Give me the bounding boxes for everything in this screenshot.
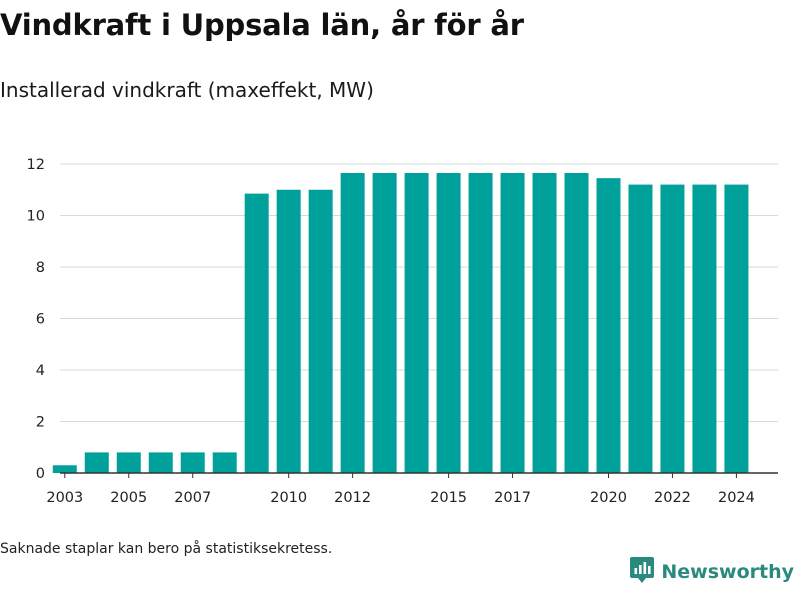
bar: [372, 173, 397, 473]
chart-subtitle: Installerad vindkraft (maxeffekt, MW): [0, 78, 374, 102]
chart-title: Vindkraft i Uppsala län, år för år: [0, 8, 524, 42]
bar: [468, 173, 493, 473]
bar: [212, 452, 237, 473]
bar: [436, 173, 461, 473]
bar: [692, 184, 717, 473]
brand-name: Newsworthy: [661, 561, 794, 583]
bar: [724, 184, 749, 473]
bar-chart: 0 2 4 6 8 10 12 2003 2005 2007 2010 2012 2015 2017 202…: [27, 157, 778, 506]
x-tick-label: 2020: [590, 490, 627, 506]
bar: [404, 173, 429, 473]
y-tick-label: 10: [27, 209, 45, 225]
brand[interactable]: Newsworthy: [629, 556, 794, 588]
bar: [52, 465, 77, 473]
y-tick-label: 4: [36, 363, 45, 379]
bar: [564, 173, 589, 473]
x-tick-label: 2003: [46, 490, 83, 506]
bar: [628, 184, 653, 473]
x-tick-label: 2022: [654, 490, 691, 506]
bar: [308, 189, 333, 473]
x-tick-label: 2005: [110, 490, 147, 506]
bar: [340, 173, 365, 473]
y-tick-label: 6: [36, 312, 45, 328]
bar: [596, 178, 621, 473]
bar: [84, 452, 109, 473]
newsworthy-logo-icon: [629, 556, 655, 588]
bar: [532, 173, 557, 473]
x-tick-label: 2024: [718, 490, 755, 506]
y-tick-label: 12: [27, 157, 45, 173]
footnote: Saknade staplar kan bero på statistiksek…: [0, 541, 333, 557]
bar: [244, 193, 269, 474]
bar: [660, 184, 685, 473]
bar: [116, 452, 141, 473]
x-tick-label: 2017: [494, 490, 531, 506]
x-tick-label: 2012: [334, 490, 371, 506]
x-tick-label: 2010: [270, 490, 307, 506]
bar: [148, 452, 173, 473]
y-tick-label: 8: [36, 260, 45, 276]
x-tick-label: 2015: [430, 490, 467, 506]
x-tick-label: 2007: [174, 490, 211, 506]
bar: [276, 189, 301, 473]
y-tick-label: 0: [36, 466, 45, 482]
y-tick-label: 2: [36, 415, 45, 431]
bar: [500, 173, 525, 473]
bar: [180, 452, 205, 473]
